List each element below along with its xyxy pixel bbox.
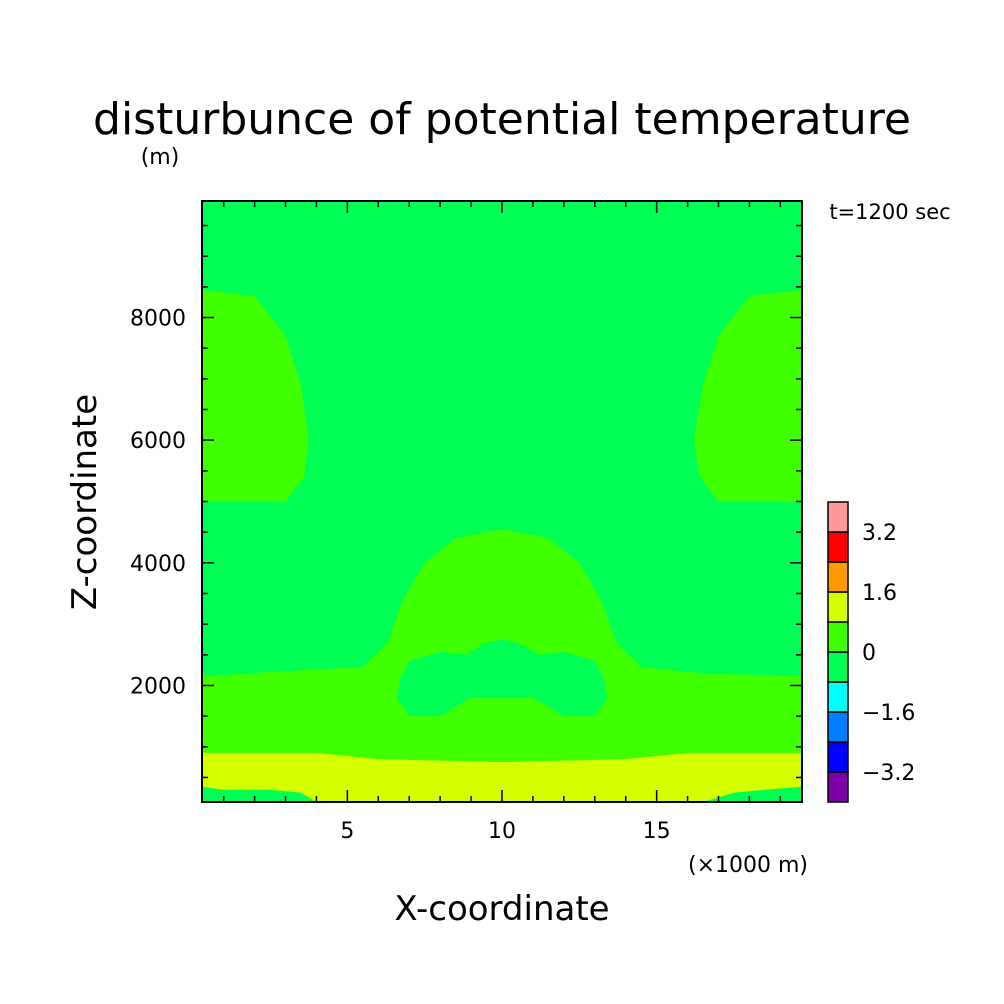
y-axis-label: Z-coordinate <box>65 394 105 610</box>
y-tick-label: 4000 <box>130 552 186 577</box>
colorbar-swatch <box>827 651 849 683</box>
colorbar-label: 0 <box>862 641 876 666</box>
time-label: t=1200 sec <box>829 200 950 224</box>
x-tick-label: 15 <box>643 819 671 844</box>
colorbar-swatch <box>827 741 849 773</box>
y-tick-label: 6000 <box>130 429 186 454</box>
chart-title: disturbunce of potential temperature <box>93 94 911 145</box>
colorbar-swatch <box>827 531 849 563</box>
y-tick-labels: 2000 4000 6000 8000 <box>130 307 186 700</box>
colorbar-swatch <box>827 561 849 593</box>
x-tick-label: 5 <box>340 819 354 844</box>
x-tick-labels: 5 10 15 <box>340 819 670 844</box>
colorbar-labels: −3.2 −1.6 0 1.6 3.2 <box>862 521 915 786</box>
colorbar <box>827 501 849 803</box>
x-tick-label: 10 <box>488 819 516 844</box>
contour-region-3 <box>396 639 608 717</box>
x-axis-label: X-coordinate <box>394 889 609 929</box>
colorbar-label: −1.6 <box>862 701 915 726</box>
contour-region-1 <box>693 289 802 502</box>
colorbar-label: 1.6 <box>862 581 897 606</box>
colorbar-swatch <box>827 621 849 653</box>
contour-region-0 <box>202 289 309 502</box>
colorbar-swatch <box>827 711 849 743</box>
colorbar-swatch <box>827 771 849 803</box>
colorbar-swatch <box>827 501 849 533</box>
y-tick-label: 8000 <box>130 307 186 332</box>
contour-regions <box>202 289 802 802</box>
plot-area <box>201 200 803 803</box>
y-tick-label: 2000 <box>130 674 186 699</box>
colorbar-swatch <box>827 681 849 713</box>
x-unit-label: (×1000 m) <box>688 853 808 878</box>
y-unit-label: (m) <box>141 145 180 170</box>
axis-ticks <box>202 201 802 802</box>
colorbar-label: 3.2 <box>862 521 897 546</box>
contour-region-4 <box>202 752 802 802</box>
colorbar-swatch <box>827 591 849 623</box>
colorbar-label: −3.2 <box>862 761 915 786</box>
